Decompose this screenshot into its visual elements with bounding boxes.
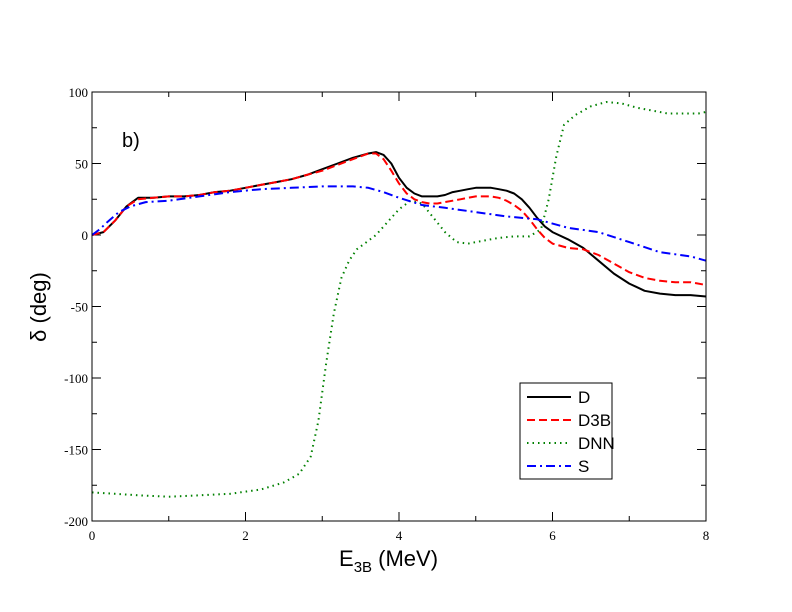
y-axis-label: δ (deg) [26,272,51,342]
y-tick-label: -200 [64,514,88,529]
x-axis-label: E3B (MeV) [339,546,438,576]
legend-label-s: S [578,457,589,476]
legend-label-d: D [578,388,590,407]
legend-label-d3b: D3B [578,411,611,430]
x-tick-label: 2 [242,528,249,543]
x-tick-label: 8 [703,528,710,543]
y-tick-label: 50 [75,157,88,172]
series-line-s [91,185,707,262]
y-tick-label: 0 [82,228,89,243]
legend: D D3B DNN S [519,382,615,480]
series-line-d3b [91,152,707,286]
panel-label: b) [122,130,140,152]
legend-box [519,382,613,480]
series-layer [91,101,707,498]
x-axis-label-subscript: 3B [354,559,372,576]
y-tick-label: 100 [69,85,89,100]
series-line-dnn [91,101,707,498]
y-tick-label: -100 [64,371,88,386]
x-tick-label: 6 [549,528,556,543]
y-tick-label: -150 [64,443,88,458]
x-tick-label: 0 [89,528,96,543]
x-tick-label: 4 [396,528,403,543]
x-axis-label-unit: (MeV) [372,546,438,571]
plot-frame [91,91,707,522]
x-axis-label-main: E [339,546,354,571]
legend-label-dnn: DNN [578,434,615,453]
y-tick-label: -50 [71,300,88,315]
